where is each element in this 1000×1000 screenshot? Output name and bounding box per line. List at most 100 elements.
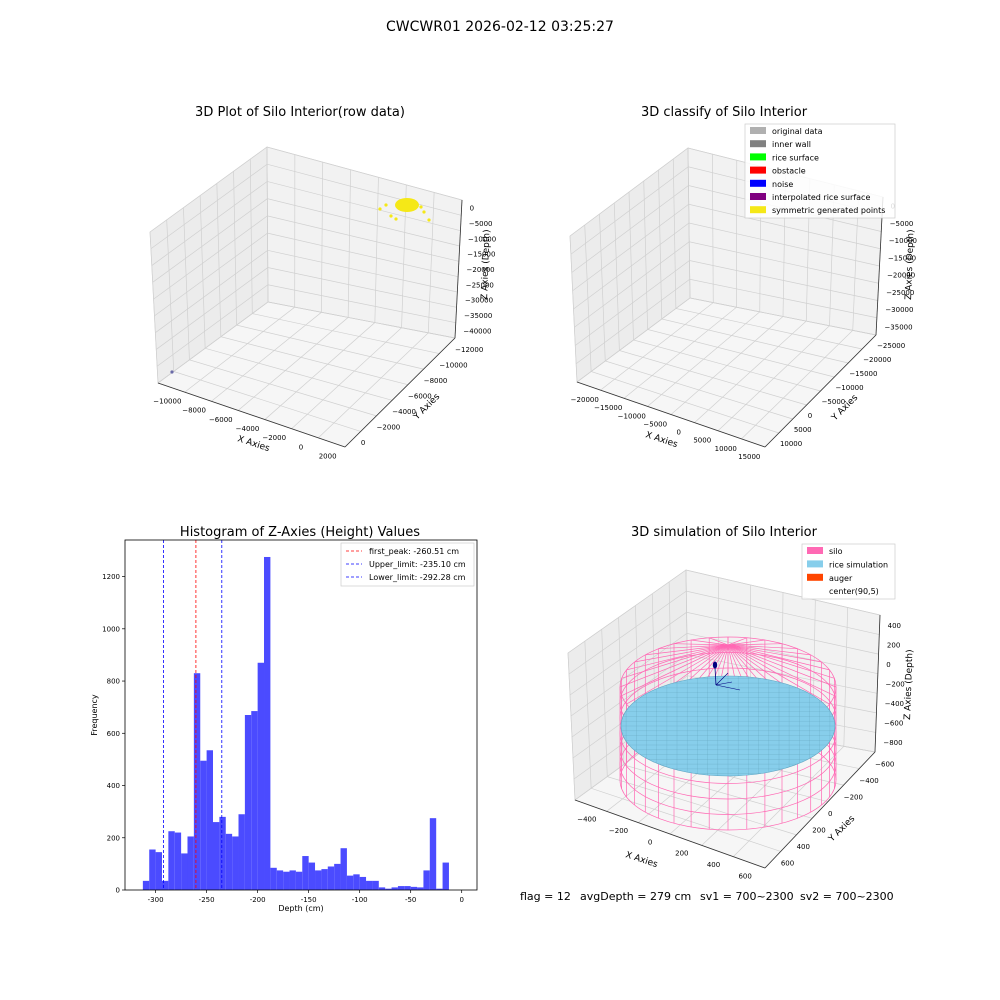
histogram-bar xyxy=(168,831,175,890)
x-tick-label: 10000 xyxy=(715,445,737,453)
z-tick-label: −35000 xyxy=(464,312,492,320)
auger-line xyxy=(715,681,733,686)
grid-line xyxy=(151,181,461,266)
legend-swatch xyxy=(750,140,766,148)
panel-classify: 3D classify of Silo Interior −20000−1500… xyxy=(569,105,917,461)
x-tick-label: −10000 xyxy=(618,412,646,420)
data-point xyxy=(389,214,393,218)
sv2-text: sv2 = 700~2300 xyxy=(800,890,894,903)
histogram-bar xyxy=(289,870,296,890)
z-tick-label: −15000 xyxy=(888,254,916,262)
silo-roof-strut xyxy=(658,644,729,650)
grid-line xyxy=(572,203,881,292)
legend-label: rice surface xyxy=(772,153,819,162)
silo-roof-strut xyxy=(727,644,811,656)
histogram-bar xyxy=(385,888,392,890)
histogram-bar xyxy=(346,875,354,890)
y-axis-line xyxy=(764,751,876,869)
silo-roof-strut xyxy=(727,644,798,650)
z-tick-label: −600 xyxy=(884,720,903,728)
histogram-bar xyxy=(404,886,411,890)
data-point xyxy=(378,207,382,211)
z-tick-label: −200 xyxy=(886,681,905,689)
histogram-frame xyxy=(124,539,478,891)
histogram-bar xyxy=(436,888,443,890)
z-tick-label: −30000 xyxy=(465,297,493,305)
histogram-x-label: Depth (cm) xyxy=(278,904,323,913)
pane-grid xyxy=(149,146,463,448)
silo-roof-strut xyxy=(727,644,830,705)
grid-line xyxy=(154,232,459,317)
grid-line xyxy=(575,260,878,346)
x-tick-label: 400 xyxy=(707,861,720,869)
panel-histogram: Histogram of Z-Axies (Height) Values -30… xyxy=(90,525,478,913)
y-tick-label: 400 xyxy=(107,782,120,790)
histogram-legend: first_peak: -260.51 cm Upper_limit: -235.… xyxy=(340,542,475,587)
legend-swatch xyxy=(750,193,766,200)
legend-frame xyxy=(744,123,896,219)
y-tick-label: 600 xyxy=(781,860,794,868)
y-tick-label: −25000 xyxy=(877,342,905,350)
z-tick-label: 200 xyxy=(887,641,900,649)
histogram-bar xyxy=(302,856,309,890)
histogram-y-label: Frequency xyxy=(90,694,99,736)
grid-line xyxy=(573,222,880,310)
rice-simulation-surface xyxy=(620,675,836,777)
x-tick-label: 0 xyxy=(299,443,303,451)
legend-label: original data xyxy=(772,127,823,136)
grid-line xyxy=(153,215,459,300)
silo-roof-strut xyxy=(727,637,747,646)
silo-roof-strut xyxy=(727,644,835,697)
z-tick-label: −20000 xyxy=(467,266,495,274)
grid-line xyxy=(570,633,878,717)
y-tick-label: −5000 xyxy=(822,398,846,406)
z-axis-line xyxy=(875,196,884,336)
histogram-bar xyxy=(270,867,277,890)
y-axis-line xyxy=(344,337,456,448)
grid-line xyxy=(568,590,880,675)
silo-roof-strut xyxy=(621,644,729,697)
histogram-bar xyxy=(244,715,252,890)
y-tick-label: 0 xyxy=(808,412,812,420)
legend-classify: original data inner wall rice surface obsta… xyxy=(744,123,896,219)
histogram-bar xyxy=(321,869,328,890)
pane-raw xyxy=(149,146,463,448)
histogram-bar xyxy=(327,866,335,890)
grid-line xyxy=(156,284,456,367)
y-tick-label: 10000 xyxy=(780,440,802,448)
data-point xyxy=(394,217,398,221)
z-tick-label: −30000 xyxy=(885,306,913,314)
x-tick-label: −8000 xyxy=(182,407,206,415)
tick-labels-raw: −10000−8000−6000−4000−2000020000−2000−40… xyxy=(153,205,496,461)
raw-data-points xyxy=(170,198,431,374)
legend-label: first_peak: -260.51 cm xyxy=(369,547,459,556)
rice-mesh xyxy=(621,676,835,776)
sv1-text: sv1 = 700~2300 xyxy=(700,890,794,903)
histogram-bar xyxy=(213,822,220,890)
histogram-bar xyxy=(200,760,207,890)
y-tick-label: −6000 xyxy=(408,393,432,401)
silo-roof-strut xyxy=(626,644,729,671)
histogram-bar xyxy=(417,887,424,890)
histogram-bar xyxy=(257,662,265,890)
z-axis-label: Z Axies (Depth) xyxy=(480,229,492,300)
y-tick-label: 0 xyxy=(828,810,832,818)
panel-raw-title: 3D Plot of Silo Interior(row data) xyxy=(195,105,405,120)
legend-label: Lower_limit: -292.28 cm xyxy=(369,573,466,582)
x-tick-label: -300 xyxy=(148,896,164,904)
histogram-bar xyxy=(391,887,398,890)
auger-line xyxy=(715,684,741,691)
histogram-bar xyxy=(315,870,322,890)
grid-line xyxy=(149,146,463,233)
y-axis-line xyxy=(764,334,877,448)
y-tick-label: −10000 xyxy=(835,384,863,392)
histogram-bar xyxy=(372,880,379,890)
z-tick-label: −5000 xyxy=(469,220,493,228)
histogram-bar xyxy=(155,852,162,890)
z-tick-label: −5000 xyxy=(890,220,914,228)
legend-frame xyxy=(340,542,475,587)
silo-roof-strut xyxy=(673,643,729,646)
y-tick-label: 800 xyxy=(107,678,120,686)
grid-line xyxy=(156,267,457,350)
y-tick-label: −600 xyxy=(875,760,894,768)
